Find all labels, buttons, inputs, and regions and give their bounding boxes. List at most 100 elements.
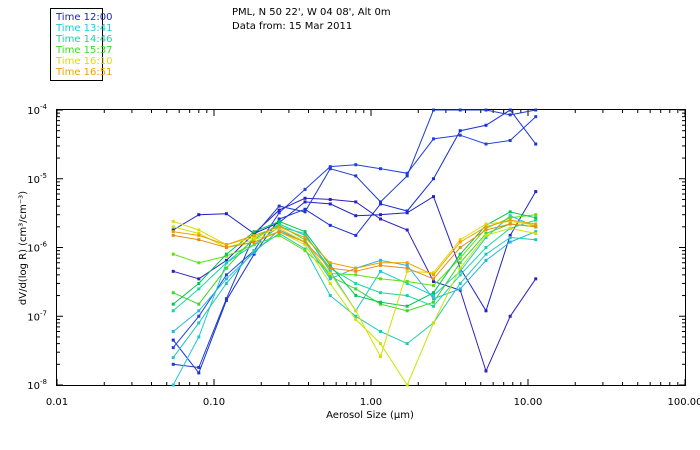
series-point <box>379 167 383 171</box>
series-point <box>303 247 307 251</box>
series-point <box>171 233 175 237</box>
x-tick-label: 0.01 <box>46 397 68 408</box>
series-point <box>405 281 409 285</box>
legend-box <box>50 8 103 81</box>
series-point <box>171 330 175 334</box>
x-tick-label: 0.10 <box>203 397 225 408</box>
series-point <box>328 269 332 273</box>
series-point <box>224 273 228 277</box>
series-point <box>252 250 256 254</box>
series-point <box>405 294 409 298</box>
series-point <box>458 287 462 291</box>
series-point <box>252 240 256 244</box>
series-point <box>431 294 435 298</box>
series-point <box>508 216 512 220</box>
x-tick-label: 1.00 <box>360 397 382 408</box>
series-point <box>508 314 512 318</box>
series-point <box>197 335 201 339</box>
series-point <box>405 309 409 313</box>
series-point <box>277 219 281 223</box>
series-point <box>328 223 332 227</box>
series-point <box>431 300 435 304</box>
series-point <box>405 263 409 267</box>
series-point <box>458 261 462 265</box>
series-point <box>405 211 409 215</box>
series-point <box>458 246 462 249</box>
series-point <box>171 356 175 360</box>
series-point <box>303 187 307 191</box>
series-point <box>277 204 281 208</box>
series-point <box>171 302 175 306</box>
series-point <box>277 225 281 229</box>
series-point <box>534 213 538 217</box>
legend-entry: Time 16:10 <box>55 56 112 67</box>
series-point <box>405 261 409 265</box>
series-point <box>508 139 512 143</box>
series-point <box>379 300 383 304</box>
series-point <box>508 240 512 244</box>
series-point <box>484 258 488 262</box>
series-point <box>431 108 435 112</box>
series-point <box>431 297 435 301</box>
series-point <box>484 228 488 232</box>
series-point <box>171 338 175 342</box>
x-tick-label: 100.00 <box>668 397 700 408</box>
series-point <box>171 291 175 295</box>
series-point <box>354 214 358 218</box>
series-point <box>197 314 201 318</box>
series-point <box>484 226 488 230</box>
series-point <box>508 222 512 226</box>
series-point <box>303 235 307 239</box>
series-point <box>431 284 435 288</box>
series-point <box>379 261 383 265</box>
series-point <box>197 281 201 285</box>
series-point <box>458 133 462 137</box>
series-point <box>431 321 435 325</box>
series-point <box>197 277 201 281</box>
y-tick-label: 10-4 <box>27 103 47 117</box>
series-point <box>277 231 281 235</box>
series-point <box>197 231 201 235</box>
series-point <box>431 177 435 181</box>
series-point <box>431 273 435 277</box>
plot-area <box>56 109 686 386</box>
series-point <box>224 246 228 249</box>
series-point <box>458 252 462 256</box>
series-point <box>508 235 512 239</box>
series-point <box>484 123 488 127</box>
series-point <box>354 233 358 237</box>
series-point <box>197 261 201 265</box>
series-point <box>405 269 409 273</box>
series-point <box>277 230 281 234</box>
series-point <box>508 233 512 237</box>
series-point <box>328 277 332 281</box>
series-point <box>224 212 228 216</box>
series-point <box>328 165 332 169</box>
series-point <box>328 271 332 275</box>
series-point <box>458 238 462 242</box>
series-point <box>197 228 201 232</box>
series-point <box>197 233 201 237</box>
series-point <box>405 280 409 284</box>
series-point <box>431 277 435 281</box>
series-point <box>277 208 281 212</box>
series-point <box>405 266 409 270</box>
series-point <box>534 225 538 229</box>
series-point <box>534 277 538 281</box>
series-point <box>224 277 228 281</box>
series-point <box>458 108 462 112</box>
series-point <box>197 302 201 306</box>
series-point <box>277 226 281 230</box>
series-point <box>405 342 409 346</box>
series-point <box>508 214 512 218</box>
series-point <box>354 273 358 277</box>
series-point <box>171 309 175 313</box>
series-point <box>379 269 383 273</box>
series-point <box>484 108 488 112</box>
series-point <box>508 210 512 214</box>
series-point <box>252 252 256 256</box>
series-point <box>379 277 383 281</box>
series-point <box>354 174 358 178</box>
